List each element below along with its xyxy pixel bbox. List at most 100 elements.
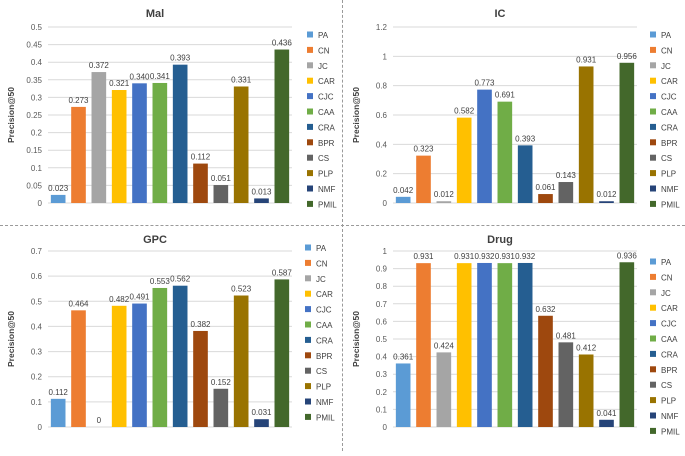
bar-cs: [213, 388, 229, 427]
bar-cra: [517, 262, 533, 427]
legend-label-plp: PLP: [316, 383, 331, 392]
bar-bpr: [538, 315, 553, 427]
data-label-car: 0.482: [109, 295, 130, 304]
legend-swatch-caa: [307, 108, 313, 115]
bar-jc: [91, 72, 107, 203]
data-label-cs: 0.143: [556, 171, 577, 180]
chart-panel-mal: Mal Precision@50 0 0.05 0.1 0.15 0.2 0.25 0.3 0.3…: [0, 0, 340, 221]
data-label-cn: 0.273: [68, 96, 89, 105]
data-label-jc: 0.012: [434, 190, 455, 199]
bar-pmil: [619, 62, 635, 203]
y-tick-label: 0.9: [376, 265, 388, 274]
y-tick-label: 0.5: [31, 297, 43, 306]
data-label-cjc: 0.491: [129, 293, 150, 302]
legend-label-cra: CRA: [318, 123, 336, 132]
legend-swatch-nmf: [650, 185, 656, 192]
bar-nmf: [254, 419, 269, 427]
data-label-cra: 0.562: [170, 275, 191, 284]
legend-swatch-pmil: [650, 427, 656, 434]
legend-swatch-pa: [650, 258, 656, 265]
data-label-jc: 0.372: [89, 61, 110, 70]
legend-label-bpr: BPR: [318, 139, 335, 148]
y-tick-label: 0.7: [31, 247, 43, 256]
bar-caa: [497, 263, 513, 427]
y-tick-label: 0.1: [376, 405, 388, 414]
data-label-pmil: 0.956: [617, 52, 638, 61]
y-tick-label: 0.4: [376, 140, 388, 149]
bar-pmil: [274, 49, 290, 203]
legend-label-cs: CS: [661, 154, 672, 163]
legend-swatch-plp: [650, 170, 656, 177]
bar-caa: [152, 287, 168, 427]
legend-swatch-pmil: [305, 413, 311, 420]
y-tick-label: 0.8: [376, 282, 388, 291]
bar-nmf: [254, 198, 269, 203]
data-label-cs: 0.481: [556, 331, 577, 340]
bar-pa: [50, 194, 66, 203]
legend-label-cjc: CJC: [661, 320, 677, 329]
chart-title: GPC: [143, 234, 167, 246]
data-label-bpr: 0.632: [535, 305, 556, 314]
y-tick-label: 0.8: [376, 82, 388, 91]
legend-swatch-plp: [650, 397, 656, 404]
bar-plp: [233, 86, 249, 203]
legend-swatch-pa: [307, 31, 313, 38]
y-tick-label: 0.05: [26, 181, 42, 190]
data-label-plp: 0.931: [576, 55, 597, 64]
y-axis-label: Precision@50: [6, 311, 16, 367]
legend-label-nmf: NMF: [661, 412, 678, 421]
legend-swatch-cn: [650, 46, 656, 53]
bar-cra: [517, 145, 533, 203]
bar-pmil: [619, 262, 635, 427]
legend-label-pmil: PMIL: [316, 413, 335, 422]
y-tick-label: 0.15: [26, 146, 42, 155]
chart-title: Mal: [146, 8, 164, 20]
bar-plp: [578, 66, 594, 203]
data-label-cn: 0.323: [413, 145, 434, 154]
legend-label-cjc: CJC: [318, 93, 334, 102]
data-label-caa: 0.931: [495, 252, 516, 261]
data-label-pa: 0.112: [48, 388, 68, 397]
legend-label-pmil: PMIL: [661, 427, 680, 436]
data-label-cn: 0.931: [413, 252, 434, 261]
legend-label-jc: JC: [318, 62, 328, 71]
data-label-pa: 0.361: [393, 352, 414, 361]
legend-swatch-cra: [650, 350, 656, 357]
bar-bpr: [538, 194, 553, 203]
data-label-cra: 0.932: [515, 252, 536, 261]
bar-cjc: [132, 83, 147, 203]
chart-svg: IC Precision@50 0 0.2 0.4 0.6 0.8 1 1.2 0.042 0.32…: [351, 8, 680, 209]
legend-label-pa: PA: [661, 31, 672, 40]
data-label-car: 0.931: [454, 252, 475, 261]
bar-cn: [416, 263, 431, 427]
legend-swatch-caa: [650, 108, 656, 115]
bar-car: [111, 90, 127, 203]
y-axis-label: Precision@50: [351, 87, 361, 143]
legend-label-nmf: NMF: [661, 185, 678, 194]
data-label-bpr: 0.112: [191, 153, 211, 162]
legend-swatch-cra: [307, 123, 313, 130]
y-axis-label: Precision@50: [6, 87, 16, 143]
legend-label-caa: CAA: [661, 335, 678, 344]
legend-label-caa: CAA: [316, 321, 333, 330]
legend-swatch-nmf: [307, 185, 313, 192]
legend-label-pa: PA: [316, 244, 327, 253]
data-label-nmf: 0.013: [251, 187, 272, 196]
chart-svg: Mal Precision@50 0 0.05 0.1 0.15 0.2 0.25 0.3 0.3…: [6, 8, 337, 209]
y-tick-label: 1.2: [376, 23, 388, 32]
data-label-jc: 0: [97, 416, 102, 425]
legend-swatch-nmf: [305, 398, 311, 405]
data-label-plp: 0.412: [576, 343, 597, 352]
y-tick-label: 0.1: [31, 398, 43, 407]
data-label-caa: 0.553: [150, 277, 171, 286]
y-tick-label: 0.3: [31, 348, 43, 357]
bar-cjc: [132, 303, 147, 427]
legend-swatch-plp: [305, 383, 311, 390]
y-tick-label: 0.6: [31, 272, 43, 281]
bar-car: [456, 263, 472, 427]
bar-plp: [578, 354, 594, 427]
chart-svg: GPC Precision@50 0 0.1 0.2 0.3 0.4 0.5 0.6 0.7 0.1…: [6, 234, 335, 432]
bar-cs: [558, 182, 574, 203]
legend-swatch-caa: [305, 321, 311, 328]
y-tick-label: 0.4: [376, 353, 388, 362]
